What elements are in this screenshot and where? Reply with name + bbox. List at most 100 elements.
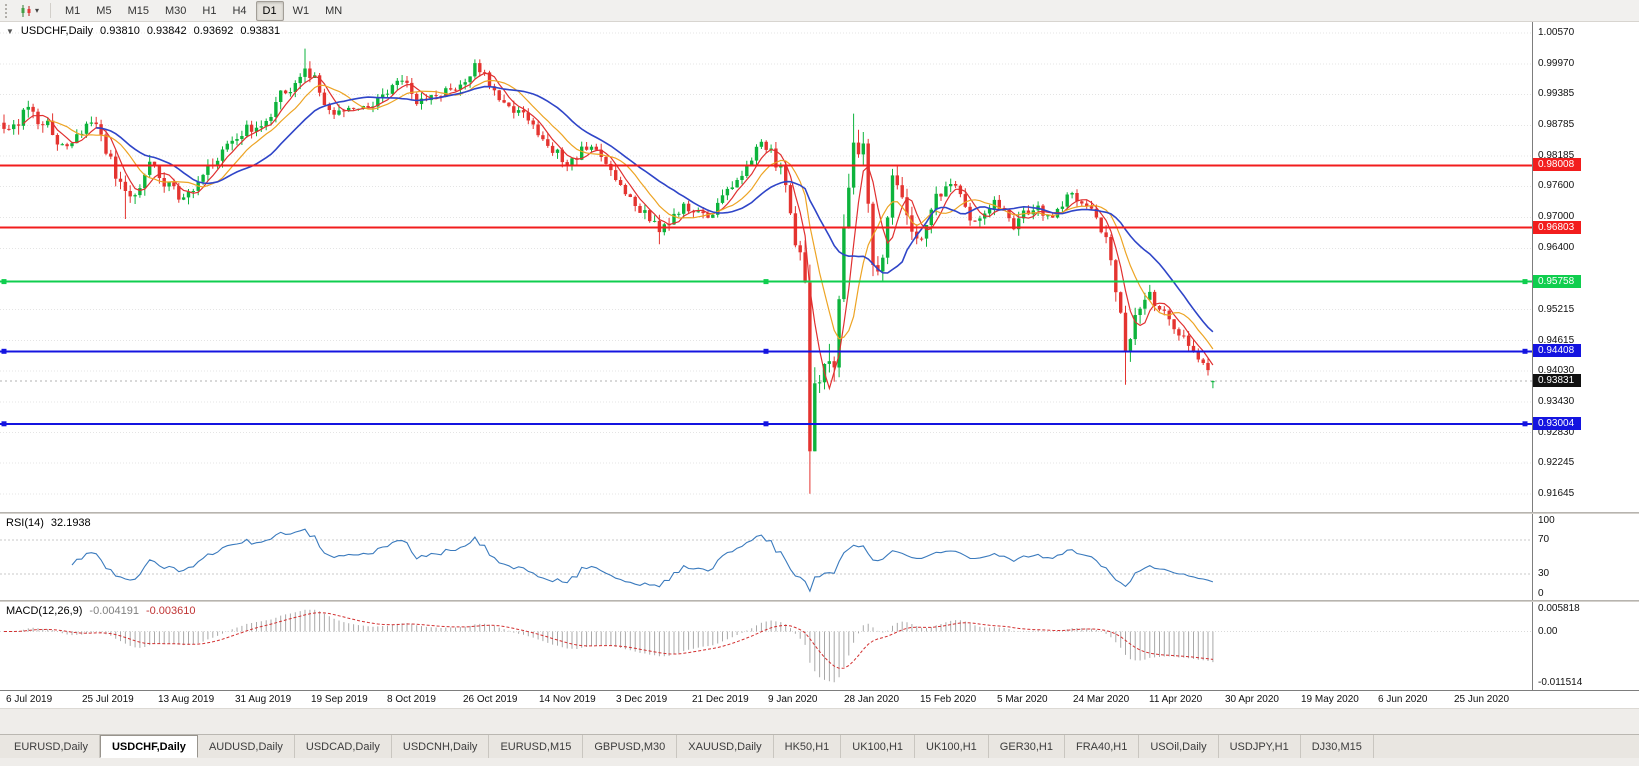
current-price-badge: 0.93831 — [1533, 374, 1581, 387]
time-axis-label: 25 Jun 2020 — [1454, 694, 1510, 705]
rsi-name: RSI(14) — [6, 517, 44, 529]
time-axis-label: 30 Apr 2020 — [1225, 694, 1279, 705]
line-handle — [1522, 421, 1528, 427]
rsi-canvas[interactable]: RSI(14) 32.1938 — [0, 514, 1532, 600]
rsi-value: 32.1938 — [50, 517, 91, 529]
price-axis-label: 0.98785 — [1538, 119, 1575, 130]
price-axis-label: 0.96400 — [1538, 242, 1575, 253]
price-axis-label: 0.99970 — [1538, 58, 1575, 69]
line-handle — [1522, 348, 1528, 354]
macd-canvas[interactable]: MACD(12,26,9) -0.004191 -0.003610 — [0, 602, 1532, 690]
horizontal-line-0.95758[interactable] — [0, 279, 1532, 285]
chart-tab-usdcnh-daily[interactable]: USDCNH,Daily — [392, 735, 490, 758]
timeframe-button-mn[interactable]: MN — [325, 4, 343, 17]
timeframe-button-w1[interactable]: W1 — [292, 4, 310, 17]
macd-signal-value: -0.003610 — [145, 605, 196, 617]
timeframe-button-h1[interactable]: H1 — [202, 4, 217, 17]
time-axis-label: 3 Dec 2019 — [616, 694, 668, 705]
time-axis[interactable]: 6 Jul 2019 25 Jul 2019 13 Aug 2019 31 Aug 2… — [0, 690, 1639, 708]
main-chart-panel: ▼ USDCHF,Daily 0.93810 0.93842 0.93692 0… — [0, 22, 1639, 512]
chart-tab-uk100-h1[interactable]: UK100,H1 — [841, 735, 916, 758]
main-chart-canvas[interactable]: ▼ USDCHF,Daily 0.93810 0.93842 0.93692 0… — [0, 22, 1532, 512]
chart-tab-audusd-daily[interactable]: AUDUSD,Daily — [198, 735, 295, 758]
chart-tab-eurusd-daily[interactable]: EURUSD,Daily — [3, 735, 100, 758]
chart-tab-usdcad-daily[interactable]: USDCAD,Daily — [295, 735, 392, 758]
time-axis-label: 14 Nov 2019 — [539, 694, 596, 705]
line-handle — [1, 348, 7, 354]
time-axis-label: 24 Mar 2020 — [1073, 694, 1130, 705]
chart-tab-dj30-m15[interactable]: DJ30,M15 — [1301, 735, 1374, 758]
chart-type-button[interactable]: ▾ — [14, 2, 44, 20]
ma-5-line — [22, 72, 1214, 391]
macd-scale-label: 0.00 — [1538, 626, 1558, 637]
chart-tab-fra40-h1[interactable]: FRA40,H1 — [1065, 735, 1140, 758]
macd-scale-axis[interactable]: 0.005818 0.00 -0.011514 — [1532, 602, 1639, 690]
horizontal-line-0.93004[interactable] — [0, 421, 1532, 427]
rsi-scale-label: 100 — [1538, 515, 1555, 526]
price-line-badge: 0.95758 — [1533, 275, 1581, 288]
line-handle — [763, 348, 769, 354]
panel-splitter[interactable] — [0, 600, 1639, 602]
price-axis-label: 1.00570 — [1538, 27, 1575, 38]
time-axis-label: 28 Jan 2020 — [844, 694, 900, 705]
ohlc-close: 0.93831 — [240, 25, 281, 37]
time-axis-label: 31 Aug 2019 — [235, 694, 292, 705]
chart-tab-xauusd-daily[interactable]: XAUUSD,Daily — [677, 735, 774, 758]
toolbar-drag-handle[interactable] — [5, 3, 9, 18]
price-line-badge: 0.93004 — [1533, 417, 1581, 430]
chart-tab-ger30-h1[interactable]: GER30,H1 — [989, 735, 1065, 758]
chart-tab-eurusd-m15[interactable]: EURUSD,M15 — [489, 735, 584, 758]
timeframe-toolbar: ▾ M1 M5 M15 M30 H1 H4 D1 W1 MN — [0, 0, 1639, 22]
chart-tab-usdchf-daily[interactable]: USDCHF,Daily — [99, 735, 198, 758]
time-axis-label: 9 Jan 2020 — [768, 694, 818, 705]
timeframe-button-m30[interactable]: M30 — [164, 4, 187, 17]
macd-main-value: -0.004191 — [89, 605, 139, 617]
macd-name: MACD(12,26,9) — [6, 605, 83, 617]
toolbar-separator — [50, 3, 52, 18]
chart-tab-uk100-h1[interactable]: UK100,H1 — [915, 735, 989, 758]
ma-10-line — [47, 79, 1214, 350]
line-handle — [1, 279, 7, 285]
line-handle — [1, 421, 7, 427]
time-axis-label: 15 Feb 2020 — [920, 694, 977, 705]
ohlc-low: 0.93692 — [193, 25, 234, 37]
time-axis-label: 19 May 2020 — [1301, 694, 1359, 705]
time-axis-label: 6 Jun 2020 — [1378, 694, 1428, 705]
chart-tab-usoil-daily[interactable]: USOil,Daily — [1139, 735, 1219, 758]
rsi-scale-axis[interactable]: 100 70 30 0 — [1532, 514, 1639, 600]
price-axis[interactable]: 1.00570 0.99970 0.99385 0.98785 0.98185 0.976… — [1532, 22, 1639, 512]
price-axis-label: 0.92245 — [1538, 457, 1575, 468]
chart-tab-hk50-h1[interactable]: HK50,H1 — [774, 735, 842, 758]
macd-indicator-label: MACD(12,26,9) -0.004191 -0.003610 — [6, 605, 203, 617]
timeframe-button-m5[interactable]: M5 — [96, 4, 112, 17]
chart-tab-bar: EURUSD,Daily USDCHF,Daily AUDUSD,Daily USDC… — [0, 734, 1639, 758]
time-axis-label: 19 Sep 2019 — [311, 694, 368, 705]
time-axis-label: 21 Dec 2019 — [692, 694, 749, 705]
bottom-strip — [0, 758, 1639, 766]
collapse-arrow-icon[interactable]: ▼ — [6, 26, 14, 36]
timeframe-button-d1[interactable]: D1 — [255, 0, 284, 21]
time-axis-label: 26 Oct 2019 — [463, 694, 518, 705]
chart-tab-usdjpy-h1[interactable]: USDJPY,H1 — [1219, 735, 1301, 758]
chart-tab-gbpusd-m30[interactable]: GBPUSD,M30 — [583, 735, 678, 758]
line-handle — [1522, 279, 1528, 285]
timeframe-button-h4[interactable]: H4 — [232, 4, 247, 17]
time-axis-label: 8 Oct 2019 — [387, 694, 436, 705]
chart-frame-gap — [0, 708, 1639, 734]
time-axis-label: 25 Jul 2019 — [82, 694, 134, 705]
macd-histogram — [8, 609, 1214, 683]
rsi-scale-label: 70 — [1538, 534, 1550, 545]
rsi-scale-label: 0 — [1538, 588, 1544, 599]
panel-splitter[interactable] — [0, 512, 1639, 514]
timeframe-button-m15[interactable]: M15 — [127, 4, 149, 17]
price-axis-label: 0.97000 — [1538, 211, 1575, 222]
candles-layer — [2, 48, 1215, 494]
chart-ohlc-label: ▼ USDCHF,Daily 0.93810 0.93842 0.93692 0… — [6, 25, 287, 37]
timeframe-button-m1[interactable]: M1 — [65, 4, 81, 17]
macd-signal-line — [4, 612, 1213, 669]
time-axis-label: 6 Jul 2019 — [6, 694, 53, 705]
ma-20-line — [96, 85, 1214, 333]
rsi-indicator-label: RSI(14) 32.1938 — [6, 517, 98, 529]
rsi-scale-label: 30 — [1538, 568, 1550, 579]
horizontal-line-0.94408[interactable] — [0, 348, 1532, 354]
